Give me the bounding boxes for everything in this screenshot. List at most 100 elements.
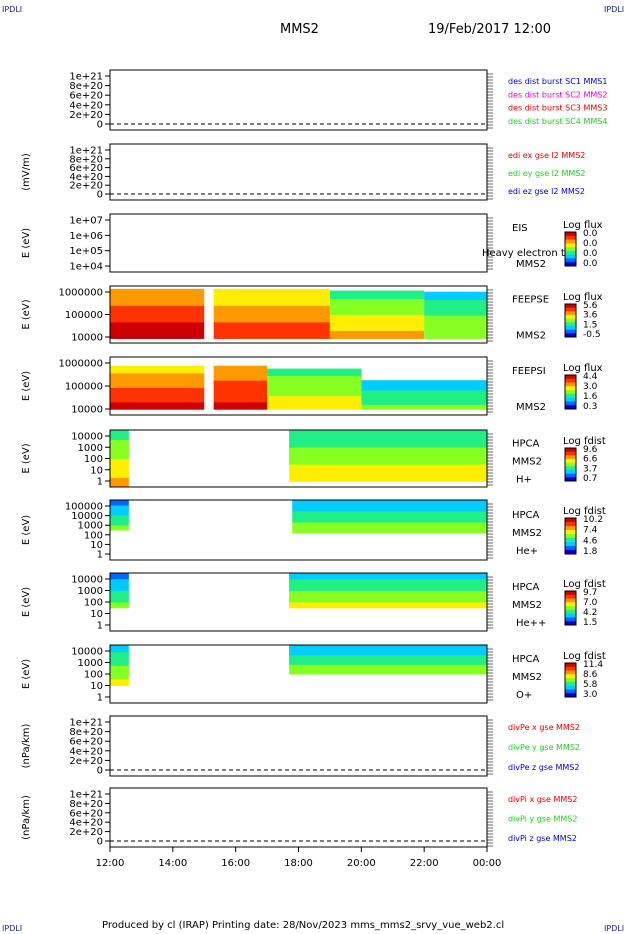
y-tick-label: 6e+20 (69, 737, 103, 748)
colorbar-segment (565, 262, 576, 267)
spectrogram-cell (361, 394, 487, 401)
legend-entry: edi ey gse l2 MMS2 (508, 169, 586, 178)
spectrogram-cell (424, 307, 487, 316)
y-tick-label: 100000 (65, 310, 103, 321)
colorbar-label: 0.3 (583, 402, 597, 412)
spectrogram-cell (289, 573, 487, 580)
y-tick-label: 0 (97, 190, 103, 201)
y-tick-label: 2e+20 (69, 827, 103, 838)
spacecraft-label: MMS2 (512, 600, 542, 611)
spectrogram-cell (289, 664, 487, 670)
colorbar-segment (565, 243, 576, 248)
spectrogram-cell (110, 672, 129, 680)
colorbar-label: 5.8 (583, 680, 598, 690)
spectrogram-cell (110, 387, 205, 396)
y-tick-label: 10 (90, 681, 103, 692)
panel-border (109, 429, 488, 488)
spectrogram-cell (292, 511, 487, 517)
colorbar-title: Log fdist (563, 651, 606, 662)
spectrogram-cell (289, 649, 487, 656)
x-tick-label: 18:00 (284, 858, 313, 869)
spectrogram-cell (110, 515, 129, 521)
colorbar-label: -0.5 (583, 330, 601, 340)
legend-entry: edi ez gse l2 MMS2 (508, 187, 585, 196)
spectrogram-cell (361, 385, 487, 391)
colorbar-segment (565, 378, 576, 384)
y-tick-label: 10000 (71, 647, 103, 658)
colorbar-label: 0.7 (583, 474, 597, 484)
colorbar-segment (565, 550, 576, 555)
legend-entry: des dist burst SC1 MMS1 (508, 77, 607, 86)
spectrogram-cell (213, 305, 330, 315)
spectrogram-cell (213, 380, 268, 388)
y-tick-label: 1e+05 (69, 246, 103, 257)
spectrogram-cell (110, 596, 129, 603)
spectrogram-cell (289, 669, 487, 675)
spectrogram-cell (289, 654, 487, 660)
colorbar-label: 1.5 (583, 320, 597, 330)
colorbar-segment (565, 304, 576, 309)
colorbar-segment (565, 382, 576, 387)
colorbar-title: Log flux (563, 220, 603, 231)
legend-entry: des dist burst SC4 MMS4 (508, 117, 607, 126)
colorbar-segment (565, 448, 576, 453)
colorbar-segment (565, 598, 576, 603)
spectrogram-cell (213, 313, 330, 323)
spectrogram-cell (213, 372, 268, 381)
colorbar-label: 8.6 (583, 670, 598, 680)
colorbar-label: 7.4 (583, 526, 598, 536)
spectrogram-cell (329, 298, 425, 308)
instrument-label: HPCA (512, 439, 540, 450)
y-tick-label: 100000 (65, 382, 103, 393)
colorbar-segment (565, 333, 576, 338)
spectrogram-cell (267, 402, 362, 410)
colorbar-segment (565, 534, 576, 539)
colorbar-segment (565, 681, 576, 687)
colorbar-segment (565, 526, 576, 531)
y-tick-label: 2e+20 (69, 110, 103, 121)
colorbar-segment (565, 459, 576, 464)
instrument-label: HPCA (512, 582, 540, 593)
panel-border (109, 285, 488, 344)
colorbar-segment (565, 470, 576, 475)
corner-label: IPDLI (2, 924, 23, 933)
y-tick-label: 1000 (78, 658, 103, 669)
spectrogram-cell (110, 573, 129, 580)
y-tick-label: 8e+20 (69, 727, 103, 738)
spectrogram-cell (110, 321, 205, 331)
colorbar-label: 9.7 (583, 588, 597, 598)
legend-entry: divPe x gse MMS2 (508, 723, 580, 732)
colorbar-frame (564, 303, 577, 338)
y-tick-label: 1e+07 (69, 216, 103, 227)
spectrogram-cell (110, 458, 129, 469)
y-tick-label: 1 (97, 550, 103, 561)
spectrogram-cell (213, 387, 268, 396)
spectrogram-cell (110, 439, 129, 450)
spectrogram-cell (110, 602, 129, 609)
colorbar-segment (565, 247, 576, 252)
spectrogram-cell (110, 584, 129, 591)
spectrogram-cell (110, 401, 205, 410)
spectrogram-cell (267, 368, 362, 376)
x-tick-label: 00:00 (473, 858, 502, 869)
colorbar-label: 3.0 (583, 690, 598, 700)
date-title: 19/Feb/2017 12:00 (428, 22, 551, 37)
colorbar-frame (564, 517, 577, 555)
colorbar-segment (565, 530, 576, 535)
spectrogram-cell (110, 500, 129, 506)
y-tick-label: 2e+20 (69, 181, 103, 192)
colorbar-segment (565, 594, 576, 600)
spectrogram-cell (213, 330, 330, 339)
colorbar-segment (565, 250, 576, 256)
colorbar-segment (565, 591, 576, 596)
y-axis-label: E (eV) (21, 443, 32, 473)
y-tick-label: 8e+20 (69, 81, 103, 92)
y-tick-label: 100 (84, 530, 103, 541)
colorbar-segment (565, 405, 576, 410)
y-tick-label: 100 (84, 454, 103, 465)
colorbar-segment (565, 602, 576, 607)
colorbar-segment (565, 613, 576, 618)
y-tick-label: 1000000 (58, 359, 103, 370)
colorbar-segment (565, 401, 576, 406)
colorbar-segment (565, 307, 576, 312)
